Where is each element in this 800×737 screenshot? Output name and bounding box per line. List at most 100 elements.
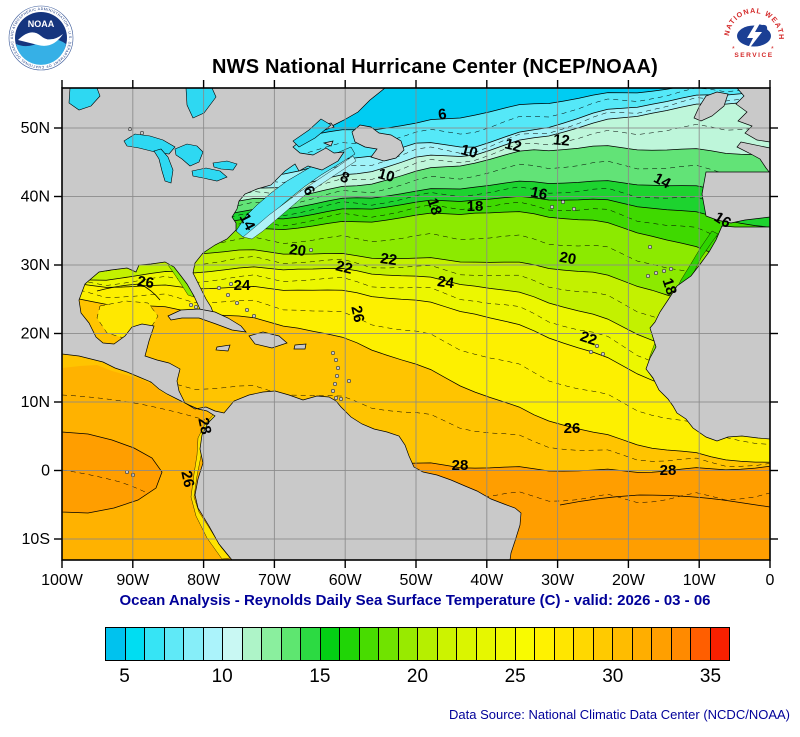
contour-label: 20	[558, 249, 577, 269]
noaa-logo: NATIONAL OCEANIC AND ATMOSPHERIC ADMINIS…	[8, 5, 74, 71]
colorbar-cell	[261, 628, 281, 660]
colorbar-tick-label: 30	[602, 666, 624, 687]
colorbar-cell	[358, 628, 378, 660]
page-title: NWS National Hurricane Center (NCEP/NOAA…	[211, 56, 659, 78]
island	[571, 206, 577, 212]
island	[600, 351, 606, 357]
island	[216, 285, 222, 291]
colorbar-cell	[106, 628, 125, 660]
lon-tick-label: 50W	[400, 572, 434, 589]
colorbar-cell	[612, 628, 632, 660]
island	[251, 313, 257, 319]
lat-tick-label: 10N	[21, 394, 50, 411]
island	[594, 343, 600, 349]
island	[338, 396, 344, 402]
landmass	[293, 343, 307, 350]
island	[330, 350, 336, 356]
colorbar-cell	[397, 628, 417, 660]
contour-label: 26	[177, 469, 197, 489]
data-source-note: Data Source: National Climatic Data Cent…	[449, 707, 790, 722]
colorbar-cell	[631, 628, 651, 660]
island	[228, 281, 234, 287]
colorbar-cell	[124, 628, 144, 660]
lon-tick-label: 70W	[258, 572, 292, 589]
colorbar-cell	[553, 628, 573, 660]
colorbar-cell	[690, 628, 710, 660]
colorbar-cell	[592, 628, 612, 660]
colorbar-cell	[651, 628, 671, 660]
contour-label: 6	[437, 106, 448, 124]
lake	[153, 148, 174, 184]
colorbar-tick-label: 15	[309, 666, 331, 687]
landmass	[248, 331, 288, 349]
landmass	[62, 88, 522, 560]
land-layer	[62, 88, 770, 560]
contour-label: 18	[424, 196, 445, 217]
contour-label: 16	[711, 209, 734, 232]
nws-star-right: *	[771, 46, 774, 53]
temperature-colorbar	[105, 627, 730, 661]
colorbar-tick-label: 25	[504, 666, 526, 687]
island	[549, 204, 555, 210]
colorbar-cell	[475, 628, 495, 660]
lat-tick-label: 50N	[21, 120, 50, 137]
colorbar-tick-label: 35	[699, 666, 722, 687]
colorbar-cell	[670, 628, 690, 660]
contour-label: 22	[379, 250, 398, 269]
axes-layer: 100W 90W 80W 70W 60W 50W 40W 30W 20W 10W 0 50N 40N 30…	[21, 80, 778, 589]
landmass	[167, 308, 247, 333]
colorbar-cell	[241, 628, 261, 660]
colorbar-cell	[456, 628, 476, 660]
colorbar-cell	[319, 628, 339, 660]
landmass	[322, 140, 334, 147]
lat-tick-label: 30N	[21, 257, 50, 274]
contour-label: 14	[236, 211, 259, 234]
lon-tick-label: 60W	[329, 572, 363, 589]
contour-label: 18	[467, 198, 484, 215]
contour-label: 12	[503, 135, 523, 156]
island	[647, 244, 653, 250]
island	[588, 349, 594, 355]
contour-label: 28	[194, 416, 214, 436]
contour-label: 12	[552, 131, 570, 149]
colorbar-cell	[300, 628, 320, 660]
nws-lightning-icon	[745, 18, 763, 54]
island	[244, 307, 250, 313]
island	[188, 302, 194, 308]
island	[668, 266, 674, 272]
lat-tick-label: 0	[41, 463, 50, 480]
lon-tick-label: 40W	[470, 572, 504, 589]
contour-label: 28	[660, 462, 677, 479]
island	[653, 270, 659, 276]
island	[308, 247, 314, 253]
noaa-label: NOAA	[28, 19, 55, 29]
colorbar-tick-label: 20	[406, 666, 429, 687]
colorbar-cell	[534, 628, 554, 660]
lon-tick-label: 90W	[116, 572, 150, 589]
island	[335, 365, 341, 371]
grid-layer	[62, 88, 770, 560]
colorbar-cell	[417, 628, 437, 660]
lake	[212, 160, 238, 171]
lake	[174, 143, 204, 167]
colorbar-tick-label: 10	[211, 666, 233, 687]
contour-label: 16	[529, 184, 549, 204]
contour-label: 26	[347, 304, 367, 324]
map-subtitle: Ocean Analysis - Reynolds Daily Sea Surf…	[119, 592, 711, 609]
landmass	[701, 171, 770, 224]
nws-star-left: *	[732, 46, 735, 53]
colorbar-cell	[378, 628, 398, 660]
lake	[191, 167, 228, 182]
contour-label: 24	[234, 277, 251, 294]
lake	[292, 118, 332, 148]
contour-label: 22	[334, 257, 354, 278]
colorbar-cell	[183, 628, 203, 660]
island	[193, 304, 199, 310]
contour-label: 10	[376, 165, 397, 186]
colorbar-cell	[573, 628, 593, 660]
colorbar-cell	[202, 628, 222, 660]
island	[333, 395, 339, 401]
island	[645, 273, 651, 279]
